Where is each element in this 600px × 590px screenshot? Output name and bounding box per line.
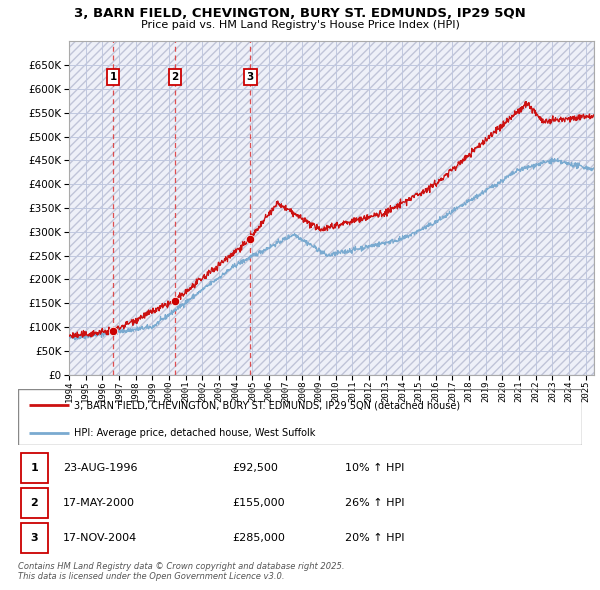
Text: 10% ↑ HPI: 10% ↑ HPI bbox=[345, 463, 404, 473]
Text: 23-AUG-1996: 23-AUG-1996 bbox=[63, 463, 137, 473]
Text: 26% ↑ HPI: 26% ↑ HPI bbox=[345, 498, 404, 508]
Text: £92,500: £92,500 bbox=[232, 463, 278, 473]
Text: 17-NOV-2004: 17-NOV-2004 bbox=[63, 533, 137, 543]
Text: 17-MAY-2000: 17-MAY-2000 bbox=[63, 498, 135, 508]
Text: 1: 1 bbox=[31, 463, 38, 473]
Text: Price paid vs. HM Land Registry's House Price Index (HPI): Price paid vs. HM Land Registry's House … bbox=[140, 20, 460, 30]
Text: £285,000: £285,000 bbox=[232, 533, 285, 543]
Text: 3: 3 bbox=[31, 533, 38, 543]
Text: £155,000: £155,000 bbox=[232, 498, 285, 508]
Text: 2: 2 bbox=[31, 498, 38, 508]
Text: 3, BARN FIELD, CHEVINGTON, BURY ST. EDMUNDS, IP29 5QN: 3, BARN FIELD, CHEVINGTON, BURY ST. EDMU… bbox=[74, 7, 526, 20]
Text: HPI: Average price, detached house, West Suffolk: HPI: Average price, detached house, West… bbox=[74, 428, 316, 438]
Text: 2: 2 bbox=[172, 72, 179, 82]
Text: 20% ↑ HPI: 20% ↑ HPI bbox=[345, 533, 404, 543]
Text: 3: 3 bbox=[247, 72, 254, 82]
Text: 3, BARN FIELD, CHEVINGTON, BURY ST. EDMUNDS, IP29 5QN (detached house): 3, BARN FIELD, CHEVINGTON, BURY ST. EDMU… bbox=[74, 400, 461, 410]
Text: Contains HM Land Registry data © Crown copyright and database right 2025.
This d: Contains HM Land Registry data © Crown c… bbox=[18, 562, 344, 581]
Text: 1: 1 bbox=[109, 72, 116, 82]
